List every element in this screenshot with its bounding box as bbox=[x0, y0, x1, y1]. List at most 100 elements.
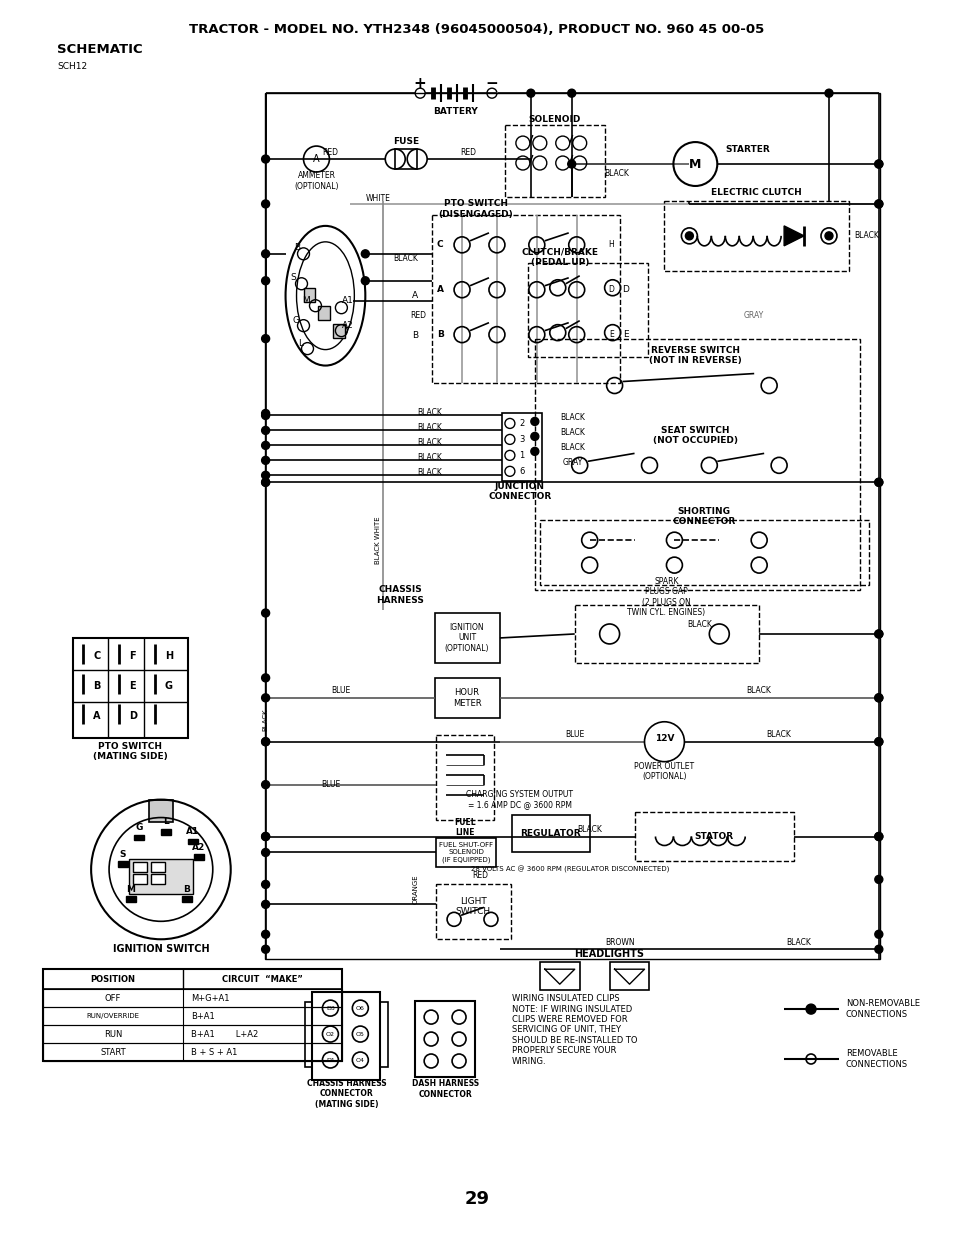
Text: OFF: OFF bbox=[105, 994, 121, 1003]
Text: B: B bbox=[294, 243, 300, 252]
Circle shape bbox=[261, 694, 270, 701]
Bar bbox=[634, 811, 793, 862]
Text: A: A bbox=[313, 154, 319, 164]
Circle shape bbox=[261, 441, 270, 450]
Text: A: A bbox=[436, 285, 443, 294]
Bar bbox=[264, 93, 879, 960]
Text: SCH12: SCH12 bbox=[57, 62, 88, 70]
Text: SOLENOID: SOLENOID bbox=[528, 115, 580, 124]
Circle shape bbox=[361, 249, 369, 258]
Bar bbox=[43, 969, 342, 1061]
Circle shape bbox=[530, 417, 538, 425]
Text: STARTER: STARTER bbox=[724, 144, 769, 153]
Text: B: B bbox=[93, 680, 100, 690]
Text: NON-REMOVABLE
CONNECTIONS: NON-REMOVABLE CONNECTIONS bbox=[845, 999, 919, 1019]
Circle shape bbox=[261, 848, 270, 856]
Text: BLACK WHITE: BLACK WHITE bbox=[375, 516, 381, 564]
Circle shape bbox=[261, 426, 270, 435]
Text: BLACK: BLACK bbox=[417, 422, 442, 432]
Bar bbox=[126, 897, 136, 903]
Text: C: C bbox=[436, 241, 443, 249]
Text: FUEL SHUT-OFF
SOLENOID
(IF EQUIPPED): FUEL SHUT-OFF SOLENOID (IF EQUIPPED) bbox=[438, 842, 493, 863]
Text: WIRING INSULATED CLIPS
NOTE: IF WIRING INSULATED
CLIPS WERE REMOVED FOR
SERVICIN: WIRING INSULATED CLIPS NOTE: IF WIRING I… bbox=[512, 994, 637, 1066]
Text: BROWN: BROWN bbox=[604, 937, 634, 947]
Bar bbox=[313, 992, 380, 1079]
Text: M+G+A1: M+G+A1 bbox=[191, 994, 229, 1003]
Text: JUNCTION
CONNECTOR: JUNCTION CONNECTOR bbox=[488, 482, 551, 501]
Text: BLACK: BLACK bbox=[686, 620, 711, 630]
Circle shape bbox=[874, 737, 882, 746]
Circle shape bbox=[824, 232, 832, 240]
Text: B: B bbox=[183, 885, 190, 894]
Circle shape bbox=[805, 1004, 815, 1014]
Text: GRAY: GRAY bbox=[743, 311, 763, 320]
Text: ORANGE: ORANGE bbox=[412, 874, 417, 904]
Text: SCHEMATIC: SCHEMATIC bbox=[57, 43, 143, 56]
Circle shape bbox=[261, 478, 270, 487]
Circle shape bbox=[874, 832, 882, 841]
Text: POSITION: POSITION bbox=[91, 974, 135, 984]
Bar bbox=[512, 815, 589, 852]
Text: GRAY: GRAY bbox=[562, 458, 582, 467]
Bar bbox=[380, 1002, 388, 1067]
Bar bbox=[132, 874, 147, 884]
Circle shape bbox=[261, 832, 270, 841]
Text: 1: 1 bbox=[518, 451, 524, 459]
Circle shape bbox=[874, 930, 882, 939]
Circle shape bbox=[261, 737, 270, 746]
Bar bbox=[415, 1002, 475, 1077]
Text: 29: 29 bbox=[464, 1189, 489, 1208]
Text: RED: RED bbox=[472, 871, 488, 879]
Text: F: F bbox=[129, 651, 135, 661]
Bar bbox=[539, 520, 868, 585]
Circle shape bbox=[567, 89, 575, 98]
Text: REGULATOR: REGULATOR bbox=[520, 829, 580, 839]
Circle shape bbox=[261, 781, 270, 789]
Text: A1: A1 bbox=[341, 296, 353, 305]
Bar bbox=[303, 288, 315, 301]
Text: O2: O2 bbox=[326, 1031, 335, 1036]
Circle shape bbox=[361, 277, 369, 285]
Bar bbox=[161, 829, 171, 835]
Circle shape bbox=[567, 161, 575, 168]
Text: BATTERY: BATTERY bbox=[433, 106, 476, 116]
Circle shape bbox=[261, 472, 270, 479]
Circle shape bbox=[261, 335, 270, 342]
Bar bbox=[73, 638, 188, 737]
Circle shape bbox=[261, 200, 270, 207]
Text: BLACK: BLACK bbox=[417, 453, 442, 462]
Text: RUN/OVERRIDE: RUN/OVERRIDE bbox=[87, 1013, 139, 1019]
Circle shape bbox=[684, 232, 693, 240]
Circle shape bbox=[874, 478, 882, 487]
Text: BLACK: BLACK bbox=[853, 231, 878, 241]
Text: BLUE: BLUE bbox=[320, 781, 339, 789]
Circle shape bbox=[261, 410, 270, 417]
Bar bbox=[535, 338, 859, 590]
Circle shape bbox=[261, 277, 270, 285]
Text: SEAT SWITCH
(NOT OCCUPIED): SEAT SWITCH (NOT OCCUPIED) bbox=[652, 426, 737, 445]
Circle shape bbox=[261, 156, 270, 163]
Circle shape bbox=[874, 478, 882, 487]
Text: PTO SWITCH
(DISENGAGED): PTO SWITCH (DISENGAGED) bbox=[438, 199, 513, 219]
Text: H: H bbox=[608, 241, 614, 249]
Text: BLACK: BLACK bbox=[417, 408, 442, 417]
Text: SHORTING
CONNECTOR: SHORTING CONNECTOR bbox=[672, 506, 735, 526]
Text: BLACK: BLACK bbox=[603, 168, 628, 178]
Text: AMMETER
(OPTIONAL): AMMETER (OPTIONAL) bbox=[294, 172, 338, 190]
Text: G: G bbox=[165, 680, 172, 690]
Circle shape bbox=[874, 694, 882, 701]
Text: 3: 3 bbox=[518, 435, 524, 443]
Bar bbox=[43, 1044, 342, 1061]
Bar bbox=[501, 414, 541, 482]
Circle shape bbox=[874, 876, 882, 883]
Text: BLACK: BLACK bbox=[262, 709, 269, 731]
Text: REVERSE SWITCH
(NOT IN REVERSE): REVERSE SWITCH (NOT IN REVERSE) bbox=[648, 346, 741, 366]
Text: BLACK: BLACK bbox=[766, 730, 791, 740]
Text: C: C bbox=[93, 651, 100, 661]
Bar bbox=[129, 860, 193, 894]
Text: A: A bbox=[412, 291, 417, 300]
Circle shape bbox=[261, 478, 270, 487]
Text: BLACK: BLACK bbox=[559, 443, 584, 452]
Text: REMOVABLE
CONNECTIONS: REMOVABLE CONNECTIONS bbox=[845, 1050, 907, 1068]
Bar bbox=[304, 1002, 313, 1067]
